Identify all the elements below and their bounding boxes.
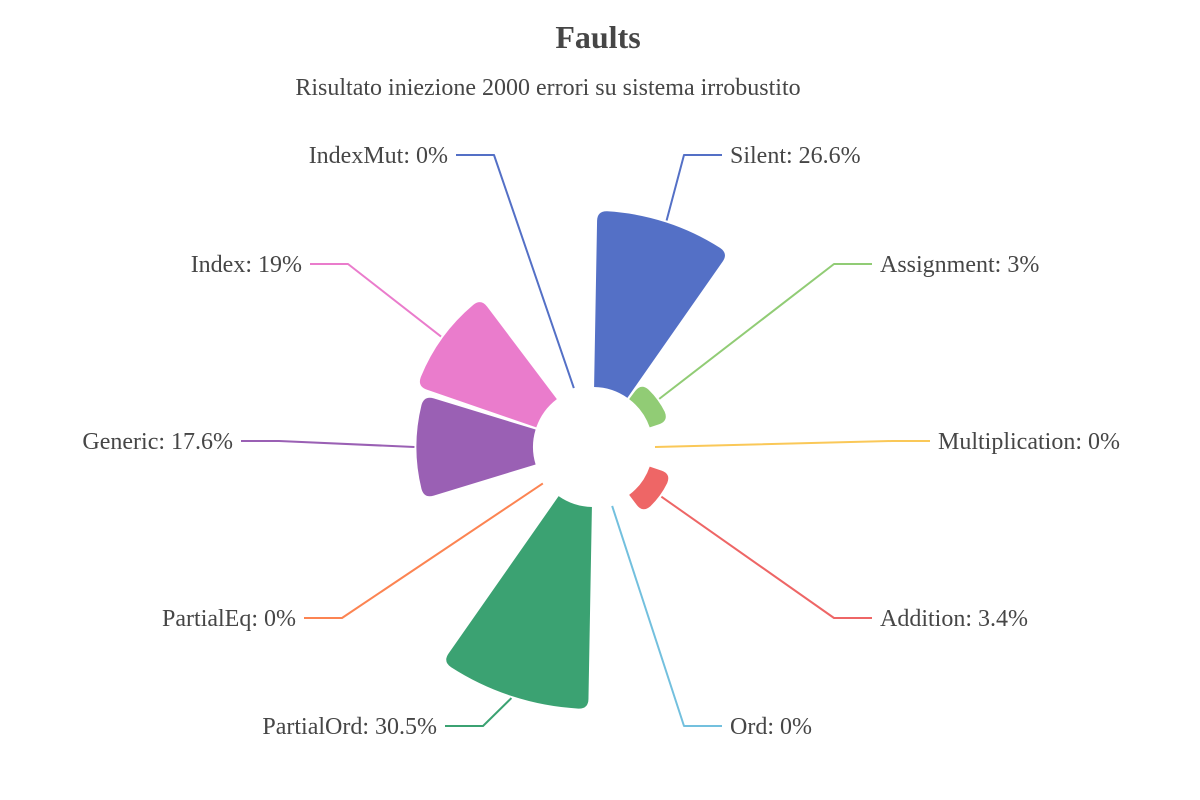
slice-index[interactable]: [419, 302, 557, 428]
leader-lines-group: [241, 154, 930, 727]
leader-line-assignment: [658, 263, 872, 400]
leader-line-indexmut: [456, 154, 575, 389]
slice-label-partialord: PartialOrd: 30.5%: [262, 714, 437, 740]
slice-label-ord: Ord: 0%: [730, 714, 812, 740]
slice-generic[interactable]: [416, 397, 536, 497]
slice-partialord[interactable]: [446, 496, 592, 709]
leader-line-ord: [611, 505, 722, 727]
slice-label-assignment: Assignment: 3%: [880, 252, 1039, 278]
slice-addition[interactable]: [629, 466, 669, 510]
slice-silent[interactable]: [594, 211, 725, 398]
leader-line-index: [310, 263, 442, 338]
slice-label-silent: Silent: 26.6%: [730, 143, 861, 169]
leader-line-silent: [665, 154, 722, 221]
leader-line-partialord: [445, 697, 513, 727]
slice-label-addition: Addition: 3.4%: [880, 606, 1028, 632]
slice-label-partialeq: PartialEq: 0%: [162, 606, 296, 632]
leader-line-partialeq: [304, 482, 544, 619]
slices-group: [416, 211, 725, 709]
slice-label-multiplication: Multiplication: 0%: [938, 429, 1120, 455]
slice-assignment[interactable]: [629, 386, 666, 428]
leader-line-multiplication: [654, 440, 930, 448]
chart-subtitle: Risultato iniezione 2000 errori su siste…: [295, 75, 800, 101]
chart-title: Faults: [555, 19, 640, 55]
leader-line-generic: [241, 440, 415, 448]
labels-group: Silent: 26.6% Assignment: 3% Multiplicatio…: [82, 143, 1120, 740]
slice-label-indexmut: IndexMut: 0%: [309, 143, 448, 169]
slice-label-generic: Generic: 17.6%: [82, 429, 233, 455]
leader-line-addition: [660, 495, 872, 619]
slice-label-index: Index: 19%: [191, 252, 302, 278]
